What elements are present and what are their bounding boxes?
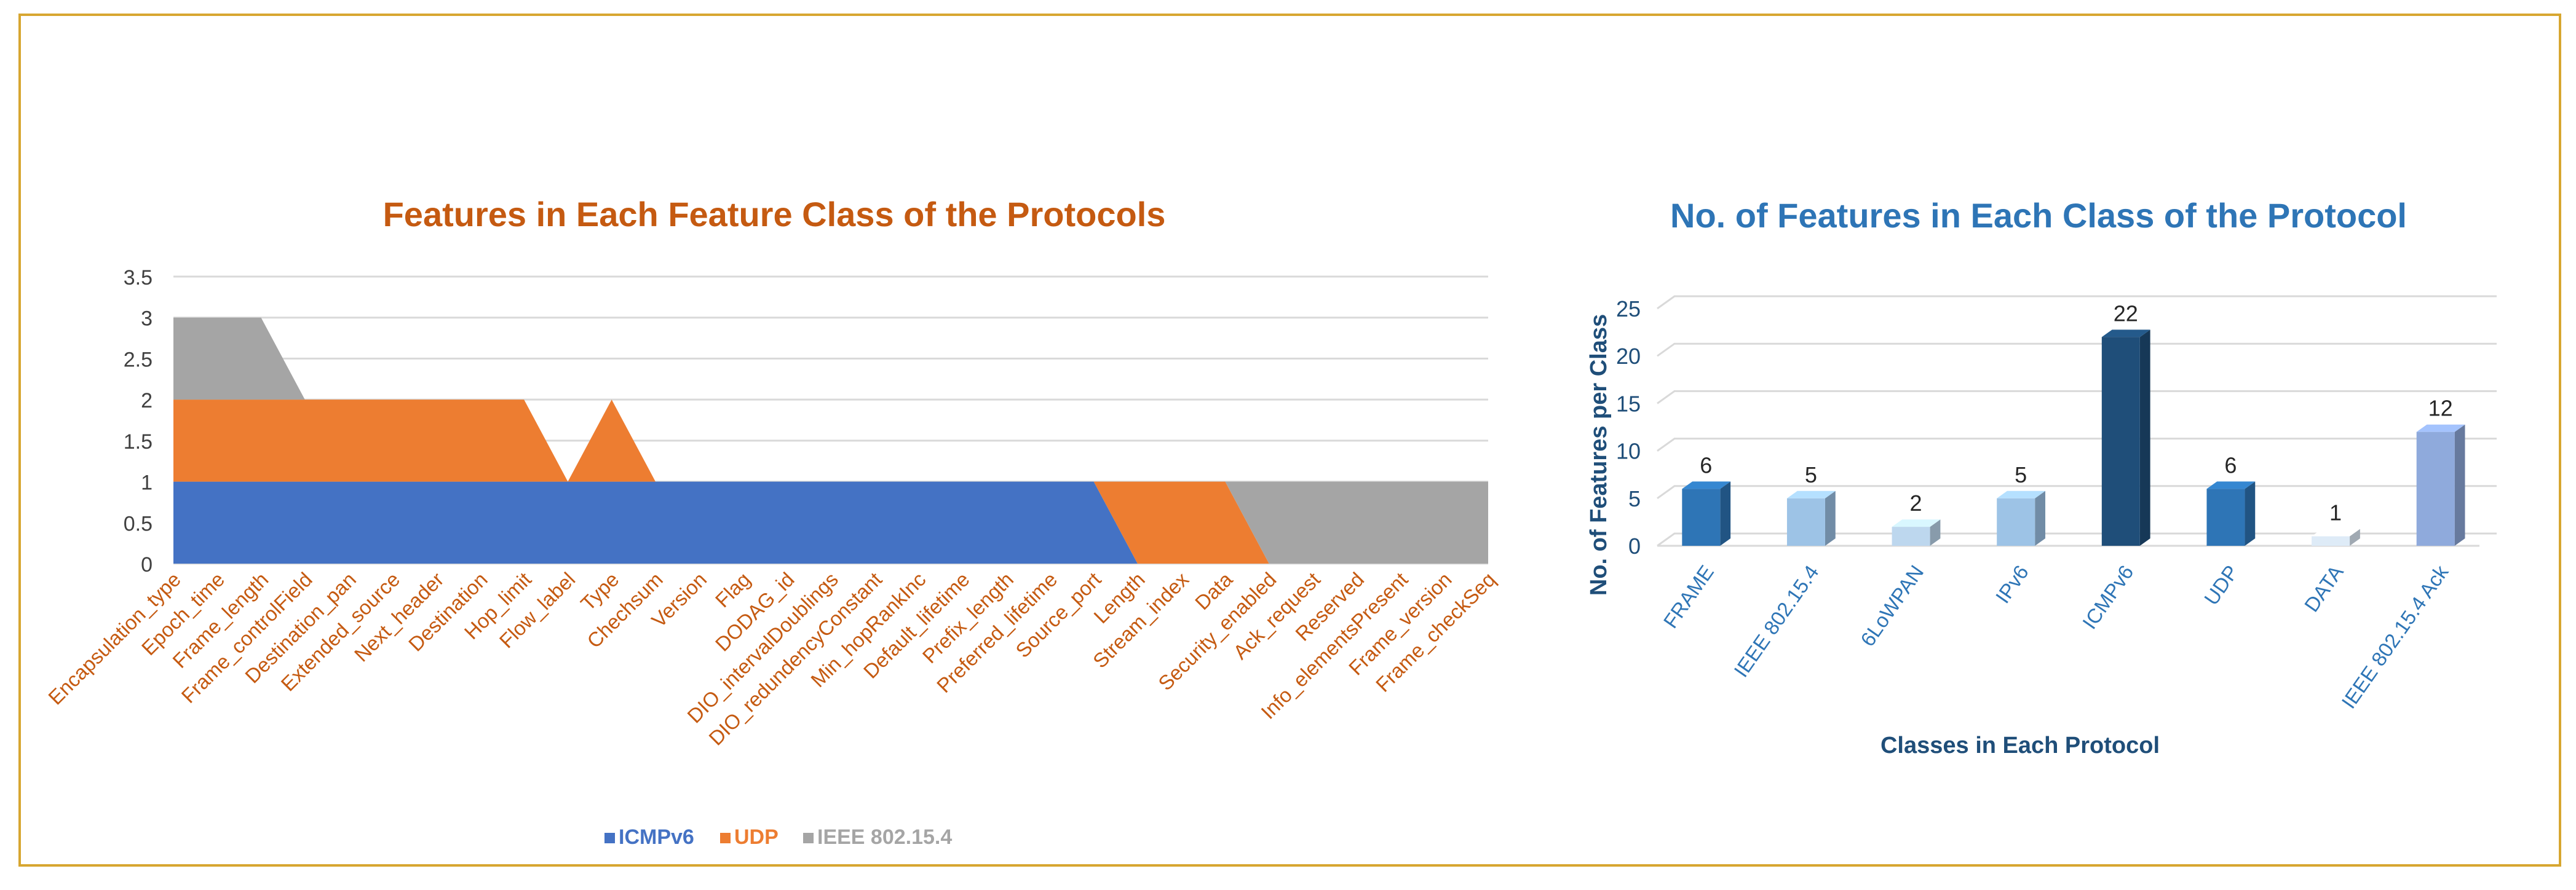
chart1-y-tick-label: 2.5 [124,348,153,371]
legend-swatch-ieee-802-15-4 [803,833,814,843]
chart1-y-tick-label: 0 [141,553,153,577]
legend-swatch-udp [720,833,731,843]
chart1-y-tick-label: 3 [141,307,153,331]
chart1-y-tick-label: 1 [141,471,153,495]
chart1-y-tick-label: 0.5 [124,512,153,535]
chart1-legend: ICMPv6 UDP IEEE 802.15.4 [604,825,952,849]
area-series-ieee-802-15-4 [173,317,1488,564]
area-series-udp [173,400,1488,564]
chart1-y-tick-label: 3.5 [124,266,153,289]
legend-label: IEEE 802.15.4 [817,825,952,849]
area-series-icmpv6 [173,481,1488,564]
chart1-areas [173,317,1488,564]
chart1-title: Features in Each Feature Class of the Pr… [383,195,1166,234]
legend-label: ICMPv6 [619,825,694,849]
legend-label: UDP [734,825,779,849]
chart1-x-ticks: Encapsulation_typeEpoch_timeFrame_length… [44,567,1500,749]
legend-swatch-icmpv6 [604,833,615,843]
chart1-y-ticks: 0 0.5 1 1.5 2 2.5 3 3.5 [124,266,153,577]
chart1-y-tick-label: 1.5 [124,430,153,454]
chart1-y-tick-label: 2 [141,389,153,412]
